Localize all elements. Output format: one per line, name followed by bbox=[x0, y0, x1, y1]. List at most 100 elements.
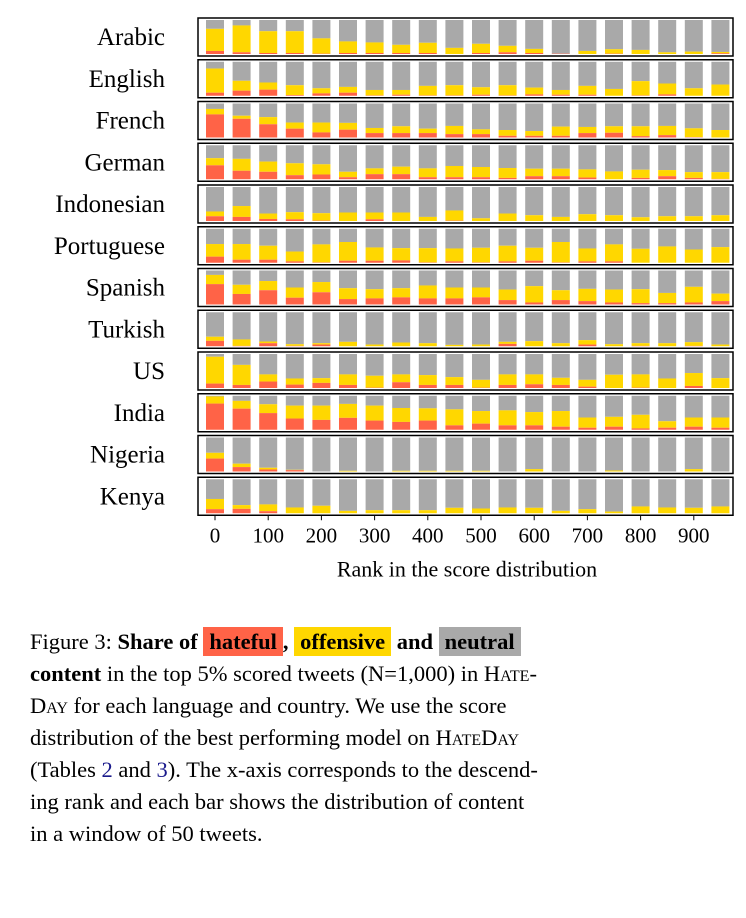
bar-neutral-nigeria bbox=[339, 437, 357, 471]
bar-offensive-indonesian bbox=[312, 213, 331, 221]
bar-offensive-french bbox=[711, 130, 730, 138]
bar-neutral-german bbox=[312, 145, 331, 165]
bar-hateful-spanish bbox=[418, 298, 437, 305]
bar-hateful-us bbox=[259, 381, 278, 388]
panel-label-english: English bbox=[89, 66, 166, 93]
bar-offensive-india bbox=[259, 404, 278, 414]
bar-hateful-india bbox=[578, 427, 597, 430]
bar-hateful-turkish bbox=[578, 344, 597, 347]
caption-text: in a window of 50 tweets. bbox=[30, 821, 263, 846]
bar-neutral-us bbox=[259, 354, 278, 375]
bar-offensive-india bbox=[711, 417, 730, 428]
bar-hateful-portuguese bbox=[605, 261, 623, 263]
bar-neutral-nigeria bbox=[631, 437, 650, 472]
bar-hateful-arabic bbox=[498, 52, 517, 54]
bar-neutral-french bbox=[365, 103, 384, 128]
bar-offensive-indonesian bbox=[259, 213, 278, 219]
bar-neutral-german bbox=[498, 145, 517, 169]
bar-offensive-english bbox=[472, 87, 490, 95]
bar-neutral-indonesian bbox=[418, 187, 437, 217]
bar-neutral-spanish bbox=[285, 270, 304, 288]
bar-neutral-spanish bbox=[339, 270, 357, 289]
bar-neutral-spanish bbox=[525, 270, 544, 287]
bar-neutral-kenya bbox=[418, 479, 437, 511]
bar-neutral-nigeria bbox=[684, 437, 703, 470]
bar-offensive-kenya bbox=[339, 510, 357, 514]
bar-offensive-spanish bbox=[578, 288, 597, 302]
bar-hateful-us bbox=[339, 384, 357, 388]
bar-neutral-india bbox=[259, 395, 278, 405]
bar-hateful-english bbox=[259, 89, 278, 96]
bar-offensive-us bbox=[285, 378, 304, 385]
bar-neutral-us bbox=[578, 354, 597, 380]
bar-neutral-us bbox=[631, 354, 650, 375]
bar-offensive-english bbox=[445, 85, 464, 96]
bar-hateful-arabic bbox=[206, 50, 224, 54]
bar-neutral-turkish bbox=[232, 312, 251, 340]
bar-offensive-spanish bbox=[206, 274, 224, 285]
bar-neutral-english bbox=[684, 61, 703, 89]
stacked-bar-chart: Arabic English French German Indonesian Portu… bbox=[54, 17, 734, 581]
bar-offensive-us bbox=[684, 373, 703, 386]
x-tick-label: 400 bbox=[412, 523, 444, 547]
bar-offensive-english bbox=[658, 83, 677, 95]
bar-offensive-portuguese bbox=[605, 244, 623, 262]
bar-neutral-kenya bbox=[605, 479, 623, 512]
panel-label-nigeria: Nigeria bbox=[90, 442, 165, 469]
caption-text: (Tables bbox=[30, 757, 102, 782]
x-tick-label: 0 bbox=[210, 523, 221, 547]
bar-hateful-india bbox=[392, 421, 411, 430]
bar-hateful-portuguese bbox=[339, 260, 357, 263]
bar-neutral-german bbox=[658, 145, 677, 171]
bar-hateful-portuguese bbox=[365, 260, 384, 263]
bar-offensive-portuguese bbox=[339, 242, 357, 261]
bar-offensive-turkish bbox=[365, 344, 384, 347]
x-tick-label: 700 bbox=[572, 523, 604, 547]
bar-offensive-indonesian bbox=[206, 211, 224, 217]
bar-hateful-nigeria bbox=[232, 467, 251, 472]
bar-offensive-us bbox=[312, 378, 331, 383]
bar-offensive-spanish bbox=[684, 286, 703, 303]
bar-neutral-turkish bbox=[711, 312, 730, 345]
bar-hateful-german bbox=[445, 177, 464, 180]
bar-neutral-spanish bbox=[605, 270, 623, 290]
panel-frame-turkish bbox=[197, 309, 734, 349]
bar-hateful-french bbox=[206, 114, 224, 138]
bar-neutral-french bbox=[684, 103, 703, 129]
bar-offensive-arabic bbox=[285, 31, 304, 53]
bar-neutral-nigeria bbox=[578, 437, 597, 472]
bar-hateful-india bbox=[259, 413, 278, 430]
bar-hateful-spanish bbox=[392, 297, 411, 305]
bar-neutral-india bbox=[578, 395, 597, 418]
bar-neutral-indonesian bbox=[445, 187, 464, 211]
bar-offensive-kenya bbox=[392, 510, 411, 514]
bar-hateful-portuguese bbox=[259, 259, 278, 263]
bar-hateful-india bbox=[498, 425, 517, 430]
bar-neutral-india bbox=[285, 395, 304, 406]
bar-hateful-english bbox=[472, 94, 490, 96]
bar-neutral-us bbox=[392, 354, 411, 375]
bar-neutral-kenya bbox=[631, 479, 650, 507]
bar-offensive-english bbox=[312, 88, 331, 94]
bar-offensive-portuguese bbox=[578, 248, 597, 262]
bar-neutral-french bbox=[232, 103, 251, 116]
bar-hateful-french bbox=[232, 118, 251, 138]
bar-neutral-french bbox=[631, 103, 650, 127]
bar-offensive-english bbox=[418, 85, 437, 96]
bar-hateful-india bbox=[232, 408, 251, 430]
bar-hateful-turkish bbox=[206, 340, 224, 347]
bar-neutral-kenya bbox=[285, 479, 304, 508]
bar-neutral-portuguese bbox=[339, 228, 357, 243]
bar-neutral-indonesian bbox=[392, 187, 411, 213]
bar-offensive-nigeria bbox=[445, 470, 464, 472]
table-ref-link[interactable]: 2 bbox=[101, 757, 113, 782]
bar-offensive-turkish bbox=[711, 344, 730, 347]
table-ref-link[interactable]: 3 bbox=[156, 757, 168, 782]
panel-frame-english bbox=[197, 59, 734, 99]
bar-neutral-spanish bbox=[232, 270, 251, 285]
bar-hateful-spanish bbox=[472, 297, 490, 305]
bar-neutral-india bbox=[365, 395, 384, 406]
bar-hateful-india bbox=[525, 425, 544, 430]
bar-hateful-indonesian bbox=[232, 216, 251, 221]
bar-neutral-arabic bbox=[711, 20, 730, 52]
